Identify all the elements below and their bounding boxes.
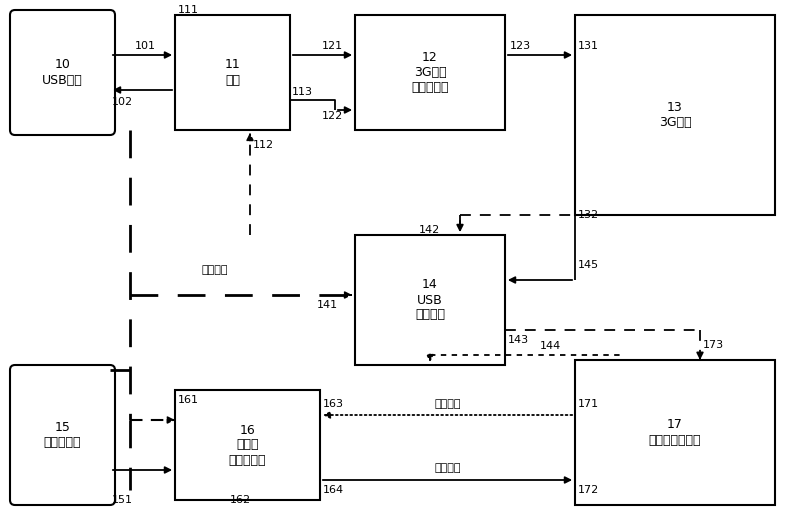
FancyBboxPatch shape: [10, 365, 115, 505]
Text: 17
无线路由器模槽: 17 无线路由器模槽: [649, 419, 702, 446]
Bar: [575, 15, 775, 215]
Text: 161: 161: [178, 395, 199, 405]
Bar: [355, 15, 505, 130]
Text: 172: 172: [578, 485, 599, 495]
Text: 164: 164: [323, 485, 344, 495]
Bar: [355, 235, 505, 365]
Bar: [575, 360, 775, 505]
Text: 173: 173: [703, 340, 724, 350]
Text: 162: 162: [230, 495, 251, 505]
Text: 171: 171: [578, 399, 599, 409]
Text: 13
3G模块: 13 3G模块: [658, 101, 691, 129]
Text: 141: 141: [317, 300, 338, 310]
Text: 12
3G模块
电源变换器: 12 3G模块 电源变换器: [411, 51, 449, 94]
Text: 143: 143: [508, 335, 529, 345]
Text: 数据通道: 数据通道: [202, 265, 228, 275]
Text: 145: 145: [578, 260, 599, 270]
Text: 113: 113: [292, 87, 313, 97]
Text: 15
电源插座口: 15 电源插座口: [44, 421, 82, 449]
Text: 112: 112: [253, 140, 274, 150]
Text: 122: 122: [322, 111, 343, 121]
Text: 11
限流: 11 限流: [225, 59, 240, 86]
Text: 111: 111: [178, 5, 199, 15]
Bar: [175, 390, 320, 500]
Text: 131: 131: [578, 41, 599, 51]
Text: 控制道路: 控制道路: [434, 399, 462, 409]
Text: 101: 101: [134, 41, 155, 51]
Text: 102: 102: [112, 97, 133, 107]
Text: 电源通路: 电源通路: [434, 463, 462, 473]
FancyBboxPatch shape: [10, 10, 115, 135]
Text: 123: 123: [510, 41, 531, 51]
Text: 121: 121: [322, 41, 343, 51]
Text: 163: 163: [323, 399, 344, 409]
Bar: [175, 15, 290, 130]
Text: 132: 132: [578, 210, 599, 220]
Text: 14
USB
转换开关: 14 USB 转换开关: [415, 278, 445, 322]
Text: 142: 142: [418, 225, 440, 235]
Text: 144: 144: [540, 341, 562, 351]
Text: 16
路由器
电源变换器: 16 路由器 电源变换器: [229, 423, 266, 466]
Text: 10
USB端口: 10 USB端口: [42, 59, 83, 86]
Text: 151: 151: [112, 495, 133, 505]
